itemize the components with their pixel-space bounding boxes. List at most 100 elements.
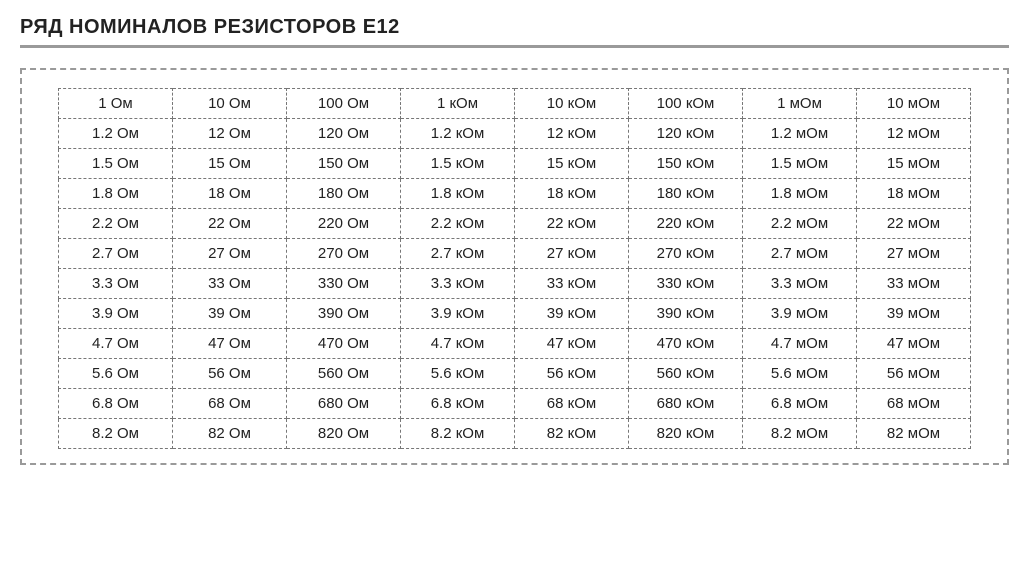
table-row: 2.7 Ом 27 Ом 270 Ом 2.7 кОм 27 кОм 270 к… <box>59 239 971 269</box>
table-cell: 270 Ом <box>287 239 401 269</box>
table-cell: 3.9 кОм <box>401 299 515 329</box>
table-row: 1.2 Ом 12 Ом 120 Ом 1.2 кОм 12 кОм 120 к… <box>59 119 971 149</box>
table-cell: 680 кОм <box>629 389 743 419</box>
table-cell: 330 кОм <box>629 269 743 299</box>
table-cell: 82 кОм <box>515 419 629 449</box>
table-cell: 5.6 мОм <box>743 359 857 389</box>
table-container: 1 Ом 10 Ом 100 Ом 1 кОм 10 кОм 100 кОм 1… <box>20 68 1009 465</box>
table-cell: 3.9 мОм <box>743 299 857 329</box>
table-cell: 33 кОм <box>515 269 629 299</box>
table-cell: 1 Ом <box>59 89 173 119</box>
table-cell: 22 мОм <box>857 209 971 239</box>
table-cell: 820 кОм <box>629 419 743 449</box>
table-cell: 82 Ом <box>173 419 287 449</box>
table-cell: 560 кОм <box>629 359 743 389</box>
table-cell: 330 Ом <box>287 269 401 299</box>
table-cell: 470 кОм <box>629 329 743 359</box>
table-cell: 47 мОм <box>857 329 971 359</box>
table-cell: 33 мОм <box>857 269 971 299</box>
table-cell: 1.2 кОм <box>401 119 515 149</box>
table-cell: 3.3 Ом <box>59 269 173 299</box>
page: РЯД НОМИНАЛОВ РЕЗИСТОРОВ Е12 1 Ом 10 Ом … <box>0 0 1029 489</box>
table-row: 4.7 Ом 47 Ом 470 Ом 4.7 кОм 47 кОм 470 к… <box>59 329 971 359</box>
table-cell: 1.2 Ом <box>59 119 173 149</box>
table-cell: 1.8 мОм <box>743 179 857 209</box>
table-cell: 2.7 Ом <box>59 239 173 269</box>
table-row: 3.9 Ом 39 Ом 390 Ом 3.9 кОм 39 кОм 390 к… <box>59 299 971 329</box>
table-cell: 39 мОм <box>857 299 971 329</box>
table-row: 1 Ом 10 Ом 100 Ом 1 кОм 10 кОм 100 кОм 1… <box>59 89 971 119</box>
table-cell: 68 Ом <box>173 389 287 419</box>
table-cell: 100 Ом <box>287 89 401 119</box>
table-cell: 2.2 мОм <box>743 209 857 239</box>
table-cell: 10 Ом <box>173 89 287 119</box>
table-cell: 56 мОм <box>857 359 971 389</box>
table-cell: 22 кОм <box>515 209 629 239</box>
table-cell: 27 мОм <box>857 239 971 269</box>
table-cell: 12 Ом <box>173 119 287 149</box>
table-cell: 680 Ом <box>287 389 401 419</box>
table-cell: 3.9 Ом <box>59 299 173 329</box>
table-cell: 6.8 кОм <box>401 389 515 419</box>
table-cell: 1 мОм <box>743 89 857 119</box>
table-cell: 150 Ом <box>287 149 401 179</box>
table-row: 5.6 Ом 56 Ом 560 Ом 5.6 кОм 56 кОм 560 к… <box>59 359 971 389</box>
table-cell: 27 Ом <box>173 239 287 269</box>
table-cell: 180 Ом <box>287 179 401 209</box>
table-cell: 10 мОм <box>857 89 971 119</box>
table-cell: 18 Ом <box>173 179 287 209</box>
table-row: 1.8 Ом 18 Ом 180 Ом 1.8 кОм 18 кОм 180 к… <box>59 179 971 209</box>
table-row: 1.5 Ом 15 Ом 150 Ом 1.5 кОм 15 кОм 150 к… <box>59 149 971 179</box>
table-cell: 3.3 кОм <box>401 269 515 299</box>
table-cell: 1 кОм <box>401 89 515 119</box>
table-cell: 120 кОм <box>629 119 743 149</box>
table-cell: 47 Ом <box>173 329 287 359</box>
table-cell: 270 кОм <box>629 239 743 269</box>
table-cell: 10 кОм <box>515 89 629 119</box>
table-cell: 1.5 Ом <box>59 149 173 179</box>
table-cell: 180 кОм <box>629 179 743 209</box>
table-cell: 12 кОм <box>515 119 629 149</box>
table-cell: 390 кОм <box>629 299 743 329</box>
table-cell: 220 Ом <box>287 209 401 239</box>
table-cell: 100 кОм <box>629 89 743 119</box>
table-cell: 390 Ом <box>287 299 401 329</box>
table-cell: 8.2 мОм <box>743 419 857 449</box>
table-cell: 8.2 кОм <box>401 419 515 449</box>
table-cell: 1.5 кОм <box>401 149 515 179</box>
table-cell: 18 мОм <box>857 179 971 209</box>
table-cell: 27 кОм <box>515 239 629 269</box>
table-cell: 18 кОм <box>515 179 629 209</box>
table-cell: 1.8 Ом <box>59 179 173 209</box>
table-cell: 220 кОм <box>629 209 743 239</box>
table-cell: 4.7 мОм <box>743 329 857 359</box>
table-cell: 39 Ом <box>173 299 287 329</box>
table-cell: 470 Ом <box>287 329 401 359</box>
table-cell: 15 Ом <box>173 149 287 179</box>
table-cell: 68 кОм <box>515 389 629 419</box>
page-title: РЯД НОМИНАЛОВ РЕЗИСТОРОВ Е12 <box>20 16 1009 48</box>
table-cell: 120 Ом <box>287 119 401 149</box>
table-cell: 2.7 кОм <box>401 239 515 269</box>
table-cell: 820 Ом <box>287 419 401 449</box>
table-cell: 47 кОм <box>515 329 629 359</box>
table-cell: 6.8 Ом <box>59 389 173 419</box>
table-cell: 2.2 кОм <box>401 209 515 239</box>
table-cell: 56 кОм <box>515 359 629 389</box>
table-row: 6.8 Ом 68 Ом 680 Ом 6.8 кОм 68 кОм 680 к… <box>59 389 971 419</box>
table-cell: 5.6 кОм <box>401 359 515 389</box>
table-cell: 560 Ом <box>287 359 401 389</box>
table-cell: 4.7 кОм <box>401 329 515 359</box>
table-cell: 1.5 мОм <box>743 149 857 179</box>
table-cell: 3.3 мОм <box>743 269 857 299</box>
table-cell: 22 Ом <box>173 209 287 239</box>
table-cell: 1.8 кОм <box>401 179 515 209</box>
resistor-table: 1 Ом 10 Ом 100 Ом 1 кОм 10 кОм 100 кОм 1… <box>58 88 971 449</box>
table-cell: 15 кОм <box>515 149 629 179</box>
table-cell: 4.7 Ом <box>59 329 173 359</box>
table-cell: 33 Ом <box>173 269 287 299</box>
table-cell: 82 мОм <box>857 419 971 449</box>
table-cell: 6.8 мОм <box>743 389 857 419</box>
table-cell: 68 мОм <box>857 389 971 419</box>
table-cell: 2.7 мОм <box>743 239 857 269</box>
